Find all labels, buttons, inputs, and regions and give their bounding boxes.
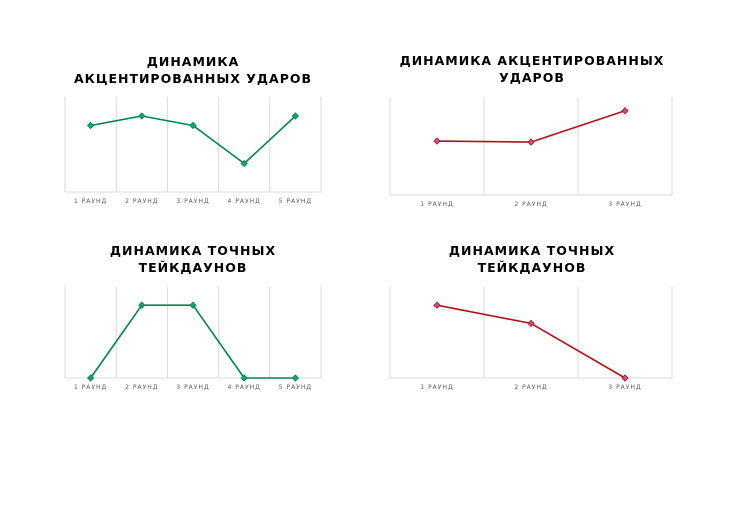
data-point [433, 301, 441, 309]
series-line [436, 109, 626, 143]
chart-plot: 1 РАУНД 2 РАУНД 3 РАУНД 4 РАУНД 5 РАУНД [64, 97, 322, 205]
chart-title: ДИНАМИКА ТОЧНЫХ ТЕЙКДАУНОВ [109, 243, 277, 275]
data-point [621, 374, 629, 382]
data-point [189, 121, 197, 130]
x-tick-label: 3 РАУНД [176, 198, 209, 205]
chart-title: ДИНАМИКА АКЦЕНТИРОВАННЫХ УДАРОВ [73, 54, 313, 86]
chart-accent-strikes-3-rounds: ДИНАМИКА АКЦЕНТИРОВАННЫХ УДАРОВ 1 РАУНД 2… [382, 50, 682, 215]
chart-plot: 1 РАУНД 2 РАУНД 3 РАУНД [389, 97, 673, 208]
series-line [436, 304, 626, 379]
chart-plot: 1 РАУНД 2 РАУНД 3 РАУНД 4 РАУНД 5 РАУНД [64, 287, 322, 391]
x-tick-label: 3 РАУНД [176, 384, 209, 391]
x-tick-label: 3 РАУНД [608, 384, 641, 391]
x-tick-label: 2 РАУНД [514, 201, 547, 208]
x-tick-label: 1 РАУНД [420, 201, 453, 208]
data-point [86, 121, 95, 130]
x-tick-label: 3 РАУНД [608, 201, 641, 208]
x-tick-label: 5 РАУНД [279, 198, 312, 205]
chart-title: ДИНАМИКА АКЦЕНТИРОВАННЫХ УДАРОВ [399, 53, 665, 85]
data-point [189, 301, 197, 309]
chart-takedowns-3-rounds: ДИНАМИКА ТОЧНЫХ ТЕЙКДАУНОВ 1 РАУНД 2 РАУН… [382, 242, 682, 402]
data-point [138, 112, 146, 120]
chart-plot: 1 РАУНД 2 РАУНД 3 РАУНД [389, 287, 673, 391]
chart-title: ДИНАМИКА ТОЧНЫХ ТЕЙКДАУНОВ [448, 243, 616, 275]
data-point [527, 138, 535, 146]
chart-takedowns-5-rounds: ДИНАМИКА ТОЧНЫХ ТЕЙКДАУНОВ 1 РАУНД 2 РАУН… [58, 242, 328, 402]
chart-accent-strikes-5-rounds: ДИНАМИКА АКЦЕНТИРОВАННЫХ УДАРОВ 1 РАУНД 2… [58, 50, 328, 210]
x-tick-label: 2 РАУНД [514, 384, 547, 391]
data-point [240, 374, 248, 382]
data-point [433, 137, 441, 145]
series-line [89, 304, 296, 379]
x-tick-label: 4 РАУНД [228, 384, 261, 391]
data-point [621, 107, 629, 115]
x-tick-label: 1 РАУНД [74, 384, 107, 391]
data-point [86, 374, 95, 382]
x-tick-label: 2 РАУНД [125, 384, 158, 391]
data-point [291, 374, 300, 382]
x-tick-label: 4 РАУНД [228, 198, 261, 205]
data-point [291, 112, 300, 120]
x-tick-label: 5 РАУНД [279, 384, 312, 391]
x-tick-label: 1 РАУНД [420, 384, 453, 391]
data-point [527, 319, 535, 328]
data-point [138, 301, 146, 309]
x-tick-label: 1 РАУНД [74, 198, 107, 205]
data-point [240, 159, 248, 168]
x-tick-label: 2 РАУНД [125, 198, 158, 205]
